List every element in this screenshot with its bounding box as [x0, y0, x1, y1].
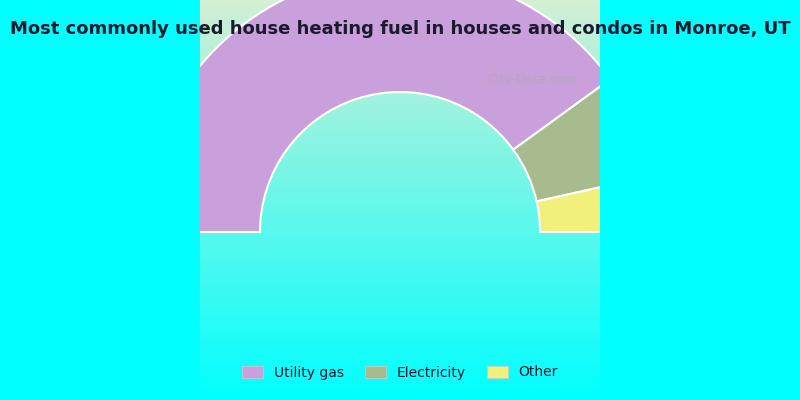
Wedge shape — [537, 175, 660, 232]
Wedge shape — [514, 79, 654, 202]
Wedge shape — [140, 0, 610, 232]
Legend: Utility gas, Electricity, Other: Utility gas, Electricity, Other — [237, 360, 563, 385]
Text: Most commonly used house heating fuel in houses and condos in Monroe, UT: Most commonly used house heating fuel in… — [10, 20, 790, 38]
Text: City-Data.com: City-Data.com — [487, 74, 577, 86]
